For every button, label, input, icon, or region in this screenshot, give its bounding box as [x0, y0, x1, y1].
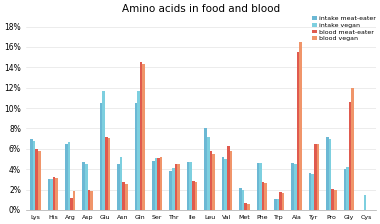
Bar: [190, 162, 192, 210]
Bar: [38, 151, 41, 210]
Bar: [239, 187, 242, 210]
Bar: [344, 169, 346, 210]
Bar: [172, 168, 175, 210]
Bar: [247, 204, 250, 210]
Title: Amino acids in food and blood: Amino acids in food and blood: [122, 4, 280, 14]
Bar: [317, 144, 319, 210]
Bar: [209, 151, 212, 210]
Bar: [314, 144, 317, 210]
Bar: [155, 158, 157, 210]
Bar: [227, 146, 230, 210]
Bar: [230, 151, 232, 210]
Bar: [277, 199, 279, 210]
Legend: intake meat-eater, intake vegan, blood meat-eater, blood vegan: intake meat-eater, intake vegan, blood m…: [312, 16, 376, 42]
Bar: [346, 167, 349, 210]
Bar: [262, 183, 264, 210]
Bar: [291, 163, 294, 210]
Bar: [108, 138, 110, 210]
Bar: [224, 159, 227, 210]
Bar: [70, 198, 73, 210]
Bar: [242, 190, 244, 210]
Bar: [55, 178, 58, 210]
Bar: [142, 64, 145, 210]
Bar: [177, 164, 180, 210]
Bar: [120, 157, 122, 210]
Bar: [349, 102, 352, 210]
Bar: [311, 174, 314, 210]
Bar: [48, 179, 50, 210]
Bar: [160, 157, 163, 210]
Bar: [88, 190, 90, 210]
Bar: [212, 154, 215, 210]
Bar: [90, 191, 93, 210]
Bar: [100, 103, 102, 210]
Bar: [105, 137, 108, 210]
Bar: [364, 195, 366, 210]
Bar: [352, 88, 354, 210]
Bar: [244, 203, 247, 210]
Bar: [140, 62, 142, 210]
Bar: [299, 42, 302, 210]
Bar: [195, 183, 197, 210]
Bar: [117, 164, 120, 210]
Bar: [102, 91, 105, 210]
Bar: [157, 158, 160, 210]
Bar: [256, 163, 259, 210]
Bar: [73, 191, 75, 210]
Bar: [68, 142, 70, 210]
Bar: [282, 193, 284, 210]
Bar: [326, 137, 329, 210]
Bar: [264, 183, 267, 210]
Bar: [259, 163, 262, 210]
Bar: [192, 181, 195, 210]
Bar: [309, 173, 311, 210]
Bar: [297, 52, 299, 210]
Bar: [65, 144, 68, 210]
Bar: [187, 162, 190, 210]
Bar: [331, 189, 334, 210]
Bar: [204, 128, 207, 210]
Bar: [152, 161, 155, 210]
Bar: [294, 164, 297, 210]
Bar: [35, 149, 38, 210]
Bar: [85, 164, 88, 210]
Bar: [50, 179, 53, 210]
Bar: [33, 141, 35, 210]
Bar: [175, 164, 177, 210]
Bar: [274, 199, 277, 210]
Bar: [329, 139, 331, 210]
Bar: [125, 185, 128, 210]
Bar: [135, 103, 137, 210]
Bar: [279, 192, 282, 210]
Bar: [30, 139, 33, 210]
Bar: [169, 171, 172, 210]
Bar: [122, 183, 125, 210]
Bar: [334, 190, 337, 210]
Bar: [53, 177, 55, 210]
Bar: [207, 137, 209, 210]
Bar: [82, 162, 85, 210]
Bar: [222, 157, 224, 210]
Bar: [137, 91, 140, 210]
